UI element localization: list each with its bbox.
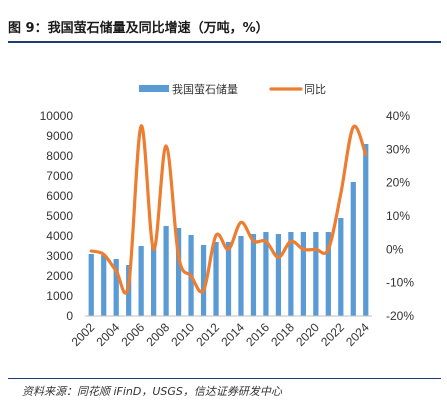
bar xyxy=(138,246,144,316)
bar xyxy=(213,242,219,316)
y-left-tick-label: 6000 xyxy=(46,189,73,203)
bar xyxy=(175,228,182,316)
bar xyxy=(350,182,356,316)
bar xyxy=(313,232,319,316)
x-tick-label: 2002 xyxy=(69,320,98,349)
x-tick-label: 2022 xyxy=(318,320,347,349)
x-tick-label: 2024 xyxy=(343,320,372,349)
bar xyxy=(101,255,107,316)
y-right-tick-label: 20% xyxy=(386,176,410,190)
bar xyxy=(88,254,94,316)
y-right-tick-label: 0% xyxy=(386,242,404,256)
legend-label-line: 同比 xyxy=(304,83,326,96)
y-left-tick-label: 1000 xyxy=(46,289,73,303)
x-tick-label: 2006 xyxy=(118,320,147,349)
bar xyxy=(163,226,169,316)
title-rule xyxy=(8,41,441,43)
figure-title: 图 9：我国萤石储量及同比增速（万吨，%） xyxy=(8,21,269,36)
bar xyxy=(151,246,157,316)
series-line xyxy=(89,124,368,295)
legend-label-bar: 我国萤石储量 xyxy=(172,82,238,96)
bar xyxy=(338,218,344,316)
bar xyxy=(225,242,232,316)
bar xyxy=(200,245,207,316)
x-tick-label: 2018 xyxy=(268,320,297,349)
x-tick-label: 2008 xyxy=(143,320,172,349)
y-left-tick-label: 5000 xyxy=(46,209,73,223)
bar xyxy=(238,236,244,316)
y-left-tick-label: 2000 xyxy=(46,269,73,283)
y-left-tick-label: 0 xyxy=(66,309,73,323)
x-tick-label: 2004 xyxy=(94,320,123,349)
bar xyxy=(113,259,119,316)
bar xyxy=(300,232,306,316)
legend-swatch-bar xyxy=(139,85,169,92)
y-right-tick-label: 10% xyxy=(386,209,410,223)
y-right-tick-label: -20% xyxy=(386,309,414,323)
bar xyxy=(250,234,257,316)
y-right-tick-label: 40% xyxy=(386,109,410,123)
y-left-tick-label: 3000 xyxy=(46,249,73,263)
x-tick-label: 2012 xyxy=(193,320,222,349)
source-rule xyxy=(8,378,441,379)
chart: 0 1000 2000 3000 4000 5000 6000 7000 8000 9000 100… xyxy=(40,82,415,349)
x-tick-label: 2014 xyxy=(218,320,247,349)
y-left-tick-label: 9000 xyxy=(46,129,73,143)
x-tick-label: 2020 xyxy=(293,320,322,349)
bar xyxy=(275,234,282,316)
y-right-tick-label: 30% xyxy=(386,142,410,156)
x-tick-label: 2016 xyxy=(243,320,272,349)
y-left-tick-label: 10000 xyxy=(40,109,74,123)
bar xyxy=(288,232,294,316)
y-left-tick-label: 8000 xyxy=(46,149,73,163)
bar xyxy=(363,144,369,316)
bar xyxy=(325,232,331,316)
y-left-tick-label: 7000 xyxy=(46,169,73,183)
bar xyxy=(263,232,269,316)
y-left-tick-label: 4000 xyxy=(46,229,73,243)
x-tick-label: 2010 xyxy=(168,320,197,349)
source-note: 资料来源：同花顺 iFinD，USGS，信达证券研发中心 xyxy=(22,385,282,398)
y-right-tick-label: -10% xyxy=(386,276,414,290)
